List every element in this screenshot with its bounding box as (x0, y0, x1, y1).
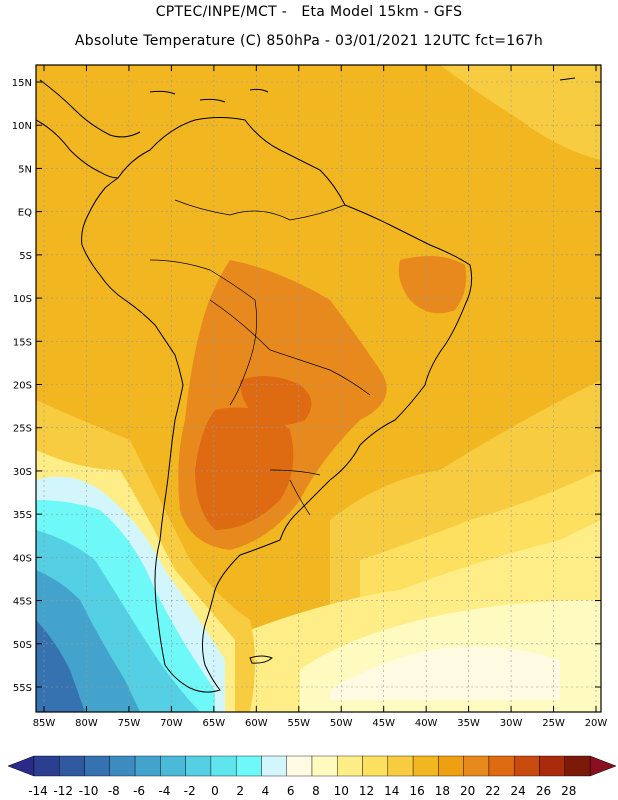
lon-label: 30W (500, 718, 523, 729)
colorbar-swatch (210, 755, 237, 777)
colorbar (7, 755, 617, 777)
colorbar-swatch (488, 755, 515, 777)
field-continental-hot-core-north (240, 376, 312, 425)
lon-label: 70W (160, 718, 183, 729)
colorbar-label: 10 (334, 784, 349, 798)
lon-label: 40W (415, 718, 438, 729)
axis-ticks (36, 65, 601, 712)
plot-frame (35, 64, 602, 713)
temperature-field (36, 65, 601, 712)
lat-label: 40S (13, 553, 32, 564)
field-south-pacific-minus10 (36, 620, 85, 712)
lon-label: 50W (330, 718, 353, 729)
central-america-coastline (36, 79, 141, 179)
field-continental-hot-core (195, 407, 294, 530)
graticule (36, 65, 601, 712)
chart-title-line-1: CPTEC/INPE/MCT - Eta Model 15km - GFS (155, 4, 463, 20)
lat-label: 45S (13, 597, 32, 608)
colorbar-swatch (261, 755, 287, 777)
colorbar-label: 16 (409, 784, 424, 798)
colorbar-label: -2 (184, 784, 196, 798)
lon-label: 75W (118, 718, 141, 729)
colorbar-labels: -14 -12 -10 -8 -6 -4 -2 0 2 4 6 8 10 12 14 16 18 20 22 24 26… (28, 784, 576, 798)
colorbar-label: 6 (287, 784, 295, 798)
colorbar-label: -10 (79, 784, 99, 798)
lon-label: 60W (245, 718, 268, 729)
colorbar-swatch (387, 755, 414, 777)
colorbar-label: 12 (359, 784, 374, 798)
lat-label: 5N (18, 164, 32, 175)
colorbar-label: -14 (28, 784, 48, 798)
lat-label: 10N (12, 121, 32, 132)
lon-label: 25W (542, 718, 565, 729)
colorbar-label: 14 (384, 784, 399, 798)
colorbar-label: -6 (133, 784, 145, 798)
colorbar-label: 2 (236, 784, 244, 798)
colorbar-label: 18 (435, 784, 450, 798)
colorbar-label: 22 (485, 784, 500, 798)
colorbar-low-end (7, 755, 35, 777)
falkland-islands (249, 655, 273, 664)
colorbar-swatch (337, 755, 363, 777)
colorbar-swatch (412, 755, 439, 777)
colorbar-label: 24 (511, 784, 526, 798)
field-north-atlantic (440, 65, 601, 160)
colorbar-swatch (463, 755, 490, 777)
colorbar-label: 28 (561, 784, 576, 798)
colorbar-swatch (235, 755, 262, 777)
colorbar-high-end (589, 755, 617, 777)
colorbar-label: -12 (53, 784, 73, 798)
caribbean-islands (149, 77, 576, 103)
south-america-coastline (81, 117, 473, 693)
latitude-labels: 15N 10N 5N EQ 5S 10S 15S 20S 25S 30S 35S 40S 45S 50S 5… (12, 78, 32, 694)
chart-title-line-2: Absolute Temperature (C) 850hPa - 03/01/… (74, 33, 544, 49)
colorbar-swatch (286, 755, 313, 777)
lat-label: EQ (18, 208, 32, 219)
country-borders (149, 199, 371, 516)
colorbar-label: 26 (536, 784, 551, 798)
colorbar-swatch (539, 755, 565, 777)
lat-label: 20S (13, 381, 32, 392)
lat-label: 15S (13, 337, 32, 348)
colorbar-swatch (109, 755, 136, 777)
lat-label: 55S (13, 683, 32, 694)
lon-label: 20W (585, 718, 608, 729)
colorbar-swatch (564, 755, 591, 777)
lat-label: 10S (13, 294, 32, 305)
colorbar-label: 8 (312, 784, 320, 798)
colorbar-label: -4 (158, 784, 170, 798)
lat-label: 35S (13, 510, 32, 521)
lon-label: 80W (75, 718, 98, 729)
lon-label: 85W (33, 718, 56, 729)
lon-label: 45W (372, 718, 395, 729)
lon-label: 35W (457, 718, 480, 729)
field-south-atlantic-6 (330, 646, 560, 700)
colorbar-label: -8 (108, 784, 120, 798)
colorbar-swatch (33, 755, 60, 777)
colorbar-label: 0 (211, 784, 219, 798)
lat-label: 30S (13, 467, 32, 478)
lat-label: 15N (12, 78, 32, 89)
lat-label: 5S (19, 251, 32, 262)
colorbar-swatch (134, 755, 161, 777)
coastlines (36, 77, 576, 693)
colorbar-label: 20 (460, 784, 475, 798)
colorbar-swatch (362, 755, 389, 777)
colorbar-swatch (185, 755, 212, 777)
lon-label: 65W (203, 718, 226, 729)
lat-label: 50S (13, 640, 32, 651)
colorbar-swatch (513, 755, 540, 777)
longitude-labels: 85W 80W 75W 70W 65W 60W 55W 50W 45W 40W 35W 30W 25W 2… (33, 718, 608, 729)
colorbar-swatch (311, 755, 338, 777)
colorbar-swatch (438, 755, 464, 777)
colorbar-label: 4 (262, 784, 270, 798)
colorbar-swatch (84, 755, 111, 777)
colorbar-swatch (160, 755, 186, 777)
lat-label: 25S (13, 424, 32, 435)
colorbar-swatch (59, 755, 85, 777)
lon-label: 55W (287, 718, 310, 729)
field-northeast-warm (398, 256, 467, 314)
